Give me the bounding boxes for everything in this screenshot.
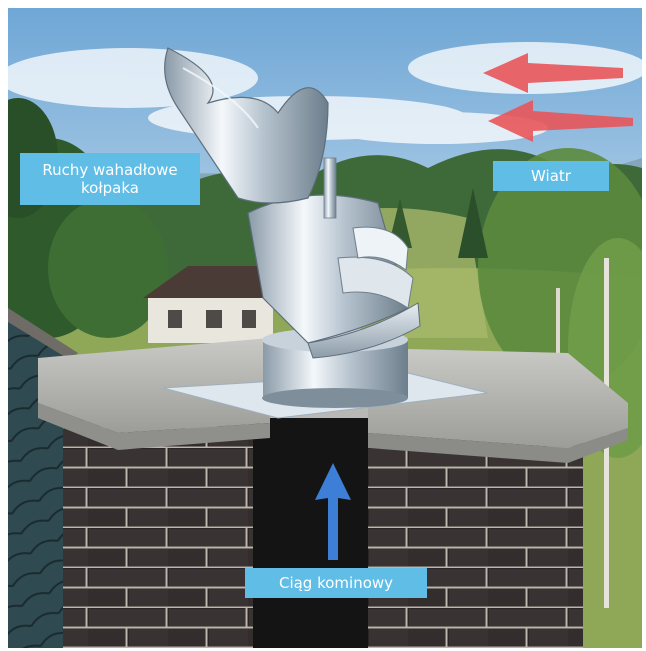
- chimney-cowl-illustration: Ruchy wahadłowe kołpaka Wiatr Ciąg komin…: [8, 8, 642, 648]
- swing-label-line1: Ruchy wahadłowe: [42, 161, 178, 179]
- chimney-draft-label: Ciąg kominowy: [245, 568, 427, 598]
- cowl-base: [262, 328, 408, 408]
- swing-label-line2: kołpaka: [81, 179, 139, 197]
- roof-ridge: [8, 308, 78, 360]
- arrow-left-icon: [483, 53, 623, 93]
- wind-arrows: [483, 53, 633, 142]
- chimney-flue: [253, 418, 368, 648]
- draft-label-text: Ciąg kominowy: [278, 574, 394, 592]
- arrow-up-icon: [315, 463, 351, 560]
- arrow-left-icon: [488, 100, 633, 142]
- wind-label: Wiatr: [493, 161, 609, 191]
- vane-highlight: [182, 67, 259, 129]
- cowl-vane: [164, 47, 329, 204]
- swing-motion-label: Ruchy wahadłowe kołpaka: [20, 153, 200, 205]
- house: [143, 266, 278, 343]
- scene-drawing: [8, 8, 642, 648]
- cowl-head: [247, 157, 421, 359]
- wind-label-text: Wiatr: [531, 167, 571, 185]
